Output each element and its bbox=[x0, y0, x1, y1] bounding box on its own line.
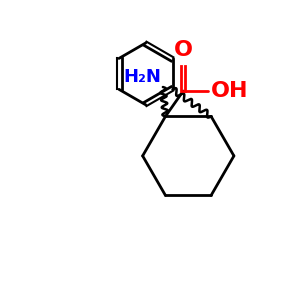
Text: OH: OH bbox=[211, 81, 249, 101]
Text: O: O bbox=[174, 40, 193, 60]
Text: H₂N: H₂N bbox=[124, 68, 161, 85]
